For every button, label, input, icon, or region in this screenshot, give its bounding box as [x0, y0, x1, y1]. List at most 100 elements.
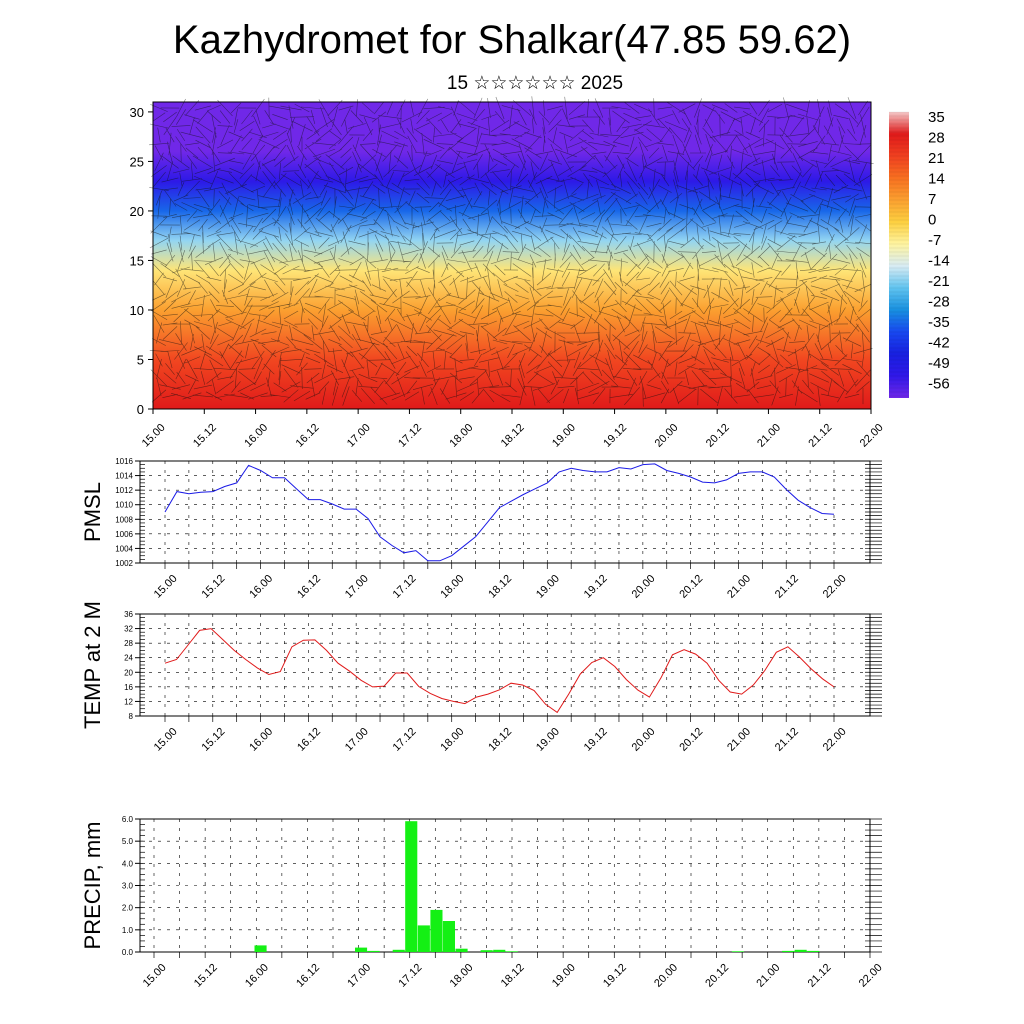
- pmsl-x-tick-label: 16.00: [247, 573, 275, 601]
- precip-bar: [442, 921, 455, 952]
- pmsl-y-tick-label: 1014: [115, 472, 133, 481]
- temp2m-y-tick-label: 36: [124, 610, 133, 619]
- precip-x-tick-label: 20.00: [652, 962, 680, 990]
- colorbar-label: 28: [928, 130, 945, 147]
- precip-x-tick-label: 22.00: [857, 962, 885, 990]
- temp2m-x-tick-label: 21.12: [773, 726, 801, 754]
- pmsl-y-tick-label: 1012: [115, 486, 133, 495]
- precip-x-tick-label: 20.12: [703, 962, 731, 990]
- heatmap-y-tick-label: 15: [130, 253, 144, 268]
- pmsl-line: [164, 463, 835, 562]
- precip-ylabel: PRECIP, mm: [80, 822, 105, 950]
- precip-x-tick-label: 16.00: [243, 962, 271, 990]
- precip-x-tick-label: 21.00: [754, 962, 782, 990]
- heatmap-x-tick-label: 19.00: [550, 422, 578, 450]
- colorbar-label: -49: [928, 355, 950, 372]
- colorbar-label: -21: [928, 273, 950, 290]
- precip-x-tick-label: 21.12: [806, 962, 834, 990]
- temp2m-y-tick-label: 32: [124, 625, 133, 634]
- pmsl-x-tick-label: 18.12: [486, 573, 514, 601]
- precip-bar: [417, 925, 430, 952]
- temp2m-y-tick-label: 20: [124, 668, 133, 677]
- temp2m-x-tick-label: 19.12: [582, 726, 610, 754]
- temp2m-x-tick-label: 20.12: [677, 726, 705, 754]
- temp2m-ylabel: TEMP at 2 M: [80, 601, 105, 729]
- page-title: Kazhydromet for Shalkar(47.85 59.62): [172, 18, 852, 62]
- pmsl-x-tick-label: 15.00: [152, 573, 180, 601]
- heatmap-y-tick-label: 0: [137, 402, 144, 417]
- wind-barbs: [149, 96, 874, 407]
- precip-x-tick-label: 18.00: [448, 962, 476, 990]
- precip-bar: [480, 950, 493, 952]
- page-subtitle: 15 ☆☆☆☆☆☆ 2025: [446, 73, 624, 94]
- colorbar-label: -28: [928, 294, 950, 311]
- heatmap-x-tick-label: 18.00: [447, 422, 475, 450]
- colorbar-label: 35: [928, 109, 945, 126]
- temp2m-x-tick-label: 15.00: [152, 726, 180, 754]
- heatmap-x-tick-label: 15.12: [191, 422, 219, 450]
- heatmap-x-tick-label: 19.12: [601, 422, 629, 450]
- heatmap-x-tick-label: 17.12: [396, 422, 424, 450]
- temp2m-x-tick-label: 17.12: [391, 726, 419, 754]
- pmsl-x-tick-label: 19.12: [582, 573, 610, 601]
- precip-x-tick-label: 19.00: [550, 962, 578, 990]
- pmsl-y-tick-label: 1010: [115, 501, 133, 510]
- pmsl-y-tick-label: 1004: [115, 544, 133, 553]
- heatmap-x-tick-label: 22.00: [858, 422, 886, 450]
- heatmap-x-tick-label: 18.12: [499, 422, 527, 450]
- pmsl-x-tick-label: 21.00: [725, 573, 753, 601]
- temp2m-x-tick-label: 16.00: [247, 726, 275, 754]
- precip-bar: [355, 947, 368, 952]
- precip-bar: [731, 951, 744, 952]
- heatmap-x-tick-label: 16.12: [294, 422, 322, 450]
- temp2m-y-tick-label: 28: [124, 639, 133, 648]
- precip-bar: [430, 909, 443, 952]
- pmsl-frame: [139, 460, 871, 564]
- colorbar-label: -35: [928, 314, 950, 331]
- heatmap-y-tick-label: 20: [130, 204, 144, 219]
- pmsl-x-tick-label: 16.12: [295, 573, 323, 601]
- colorbar-label: 0: [928, 212, 936, 229]
- temp2m-x-tick-label: 18.12: [486, 726, 514, 754]
- precip-bar: [782, 950, 795, 952]
- temp2m-y-tick-label: 12: [124, 697, 133, 706]
- pmsl-x-tick-label: 17.12: [391, 573, 419, 601]
- pmsl-x-tick-label: 20.12: [677, 573, 705, 601]
- colorbar: [889, 112, 909, 398]
- temp2m-x-tick-label: 20.00: [630, 726, 658, 754]
- pmsl-x-tick-label: 19.00: [534, 573, 562, 601]
- temp2m-x-tick-label: 18.00: [438, 726, 466, 754]
- precip-bar: [493, 949, 506, 952]
- precip-x-tick-label: 15.12: [192, 962, 220, 990]
- temp2m-line: [164, 628, 835, 714]
- temp2m-x-tick-label: 22.00: [821, 726, 849, 754]
- precip-y-tick-label: 1.0: [122, 926, 134, 935]
- colorbar-stripes: [889, 111, 909, 397]
- colorbar-label: 7: [928, 191, 936, 208]
- pmsl-x-tick-label: 17.00: [343, 573, 371, 601]
- precip-x-tick-label: 17.00: [345, 962, 373, 990]
- heatmap-x-tick-label: 21.12: [806, 422, 834, 450]
- precip-bar: [505, 951, 518, 952]
- precip-y-tick-label: 3.0: [122, 882, 134, 891]
- precip-bar: [367, 950, 380, 952]
- heatmap-x-tick-label: 21.00: [755, 422, 783, 450]
- temp2m-y-tick-label: 24: [124, 654, 133, 663]
- heatmap-x-tick-label: 16.00: [242, 422, 270, 450]
- pmsl-x-tick-label: 18.00: [438, 573, 466, 601]
- precip-bar: [405, 821, 418, 952]
- heatmap-x-tick-label: 20.12: [704, 422, 732, 450]
- precip-x-tick-label: 18.12: [499, 962, 527, 990]
- colorbar-label: 21: [928, 150, 945, 167]
- precip-bar: [794, 949, 807, 952]
- temp2m-x-tick-label: 17.00: [343, 726, 371, 754]
- temp2m-frame: [139, 613, 871, 717]
- heatmap-y-tick-label: 25: [130, 154, 144, 169]
- precip-y-tick-label: 2.0: [122, 904, 134, 913]
- pmsl-y-tick-label: 1002: [115, 559, 133, 568]
- precip-bar: [254, 945, 267, 952]
- pmsl-x-tick-label: 21.12: [773, 573, 801, 601]
- heatmap-x-tick-label: 20.00: [653, 422, 681, 450]
